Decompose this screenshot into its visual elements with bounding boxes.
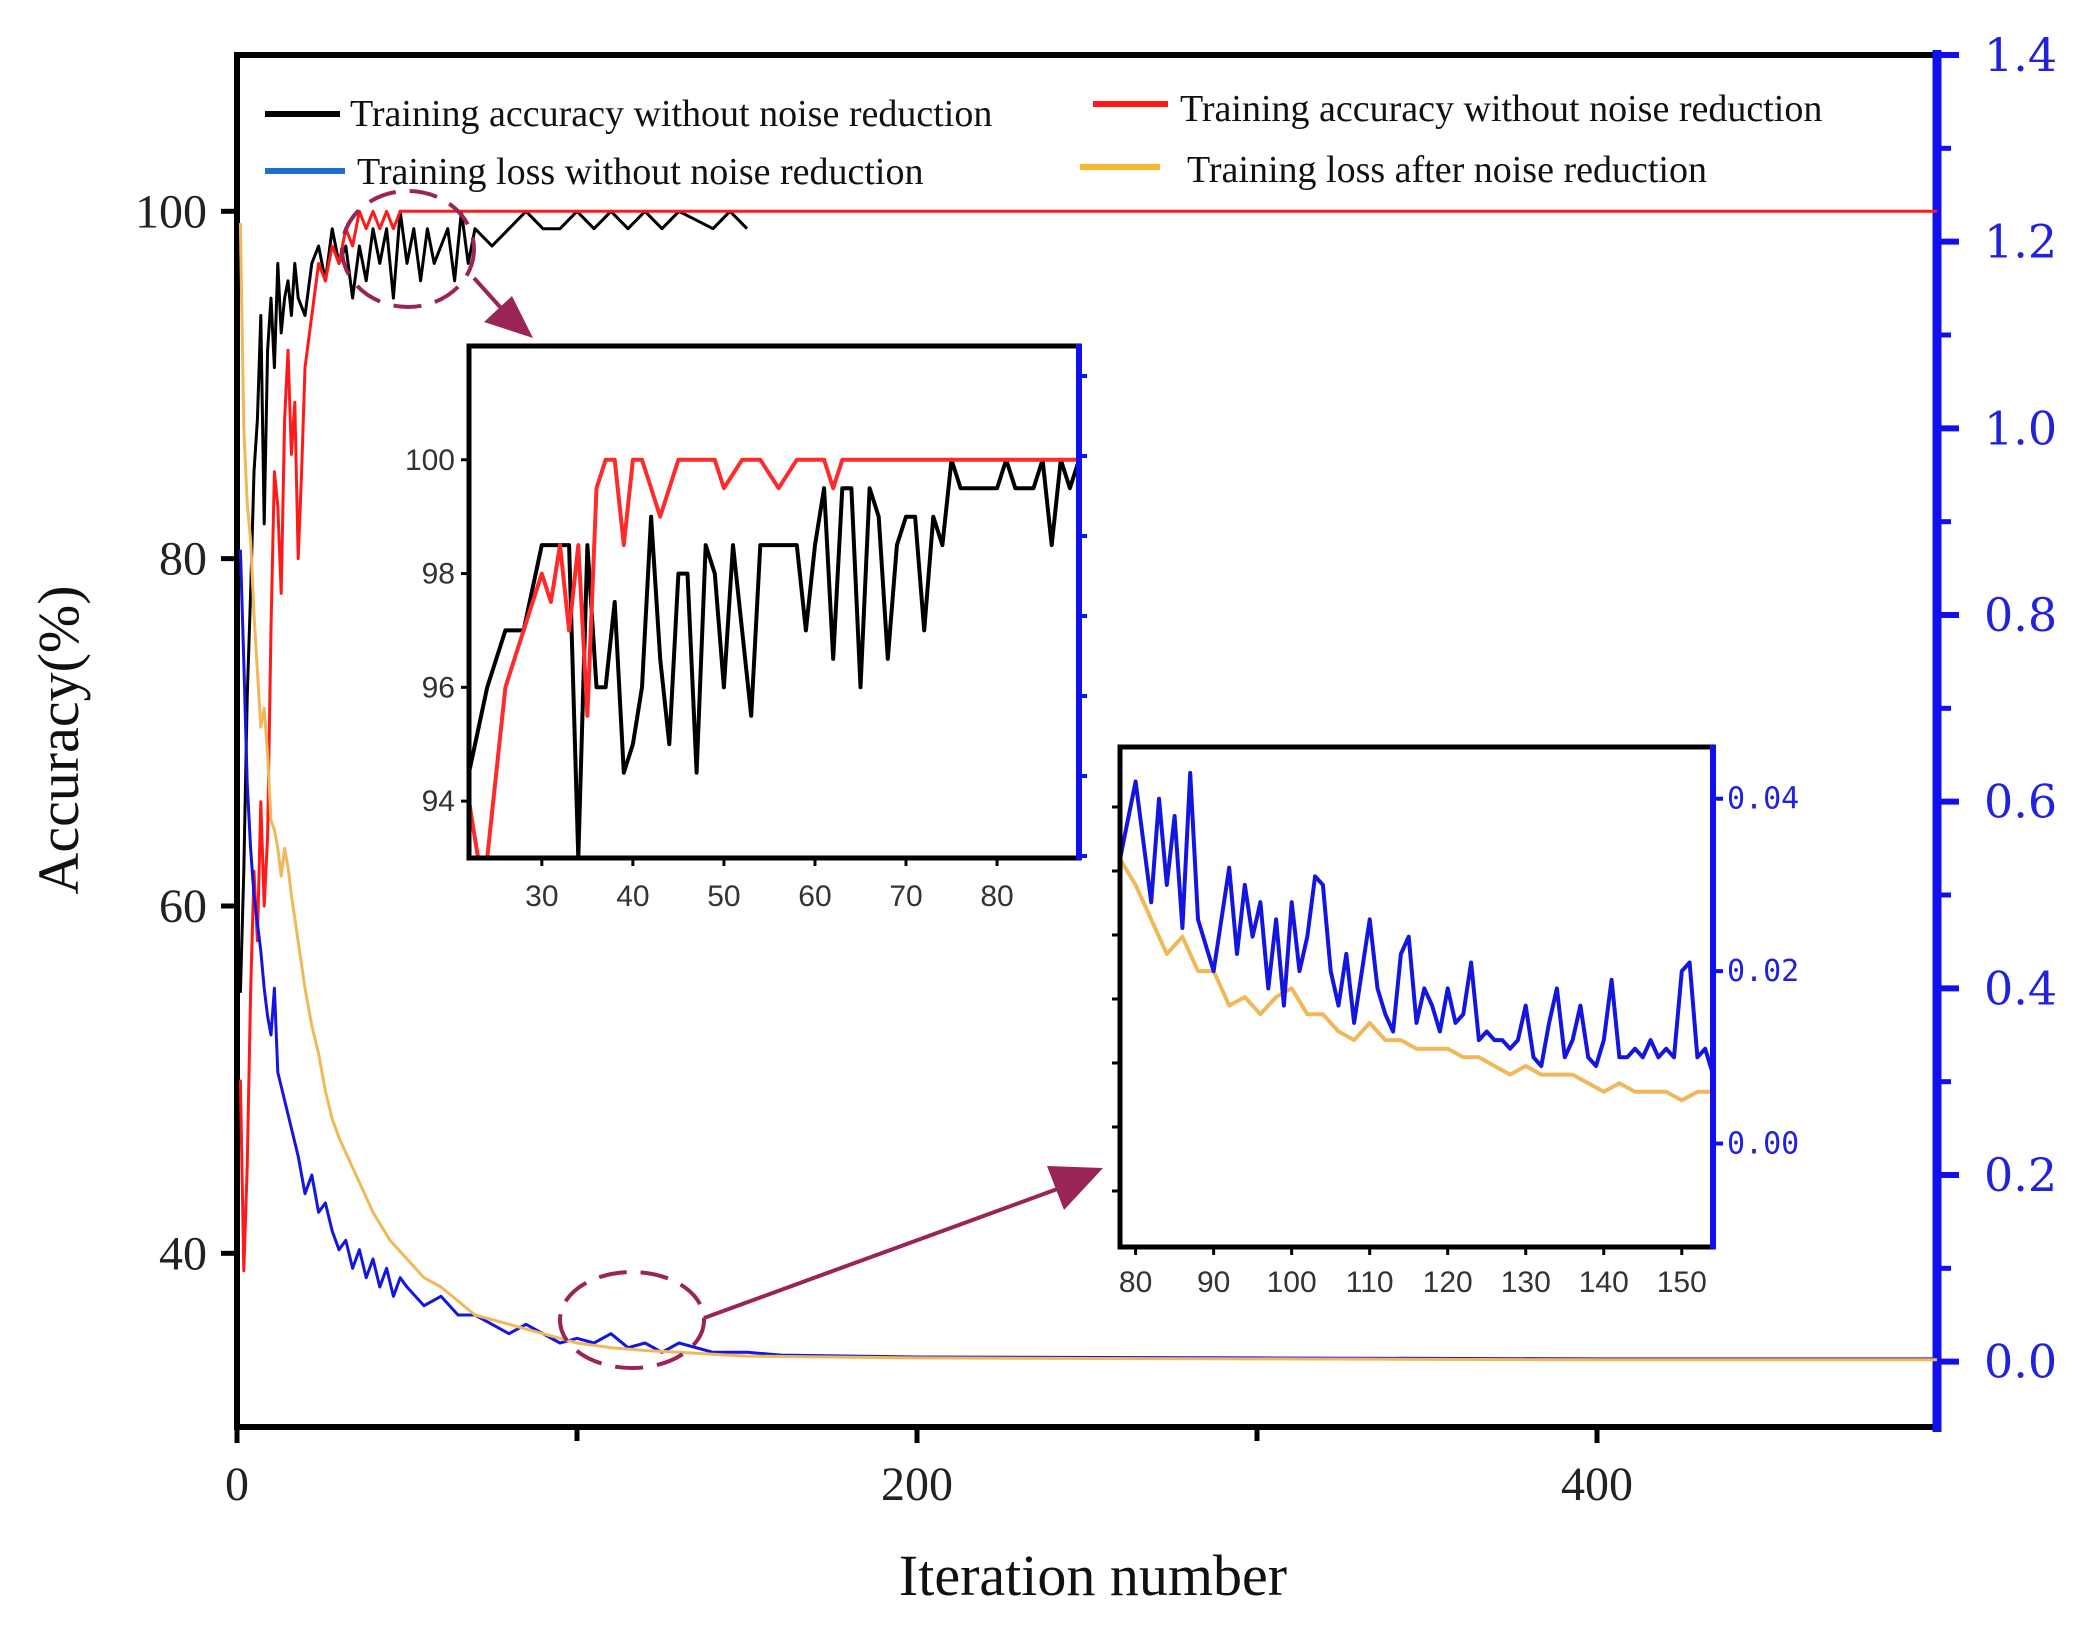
- main-ticks-group: 0 200 400 40 60 80 100 0.0 0.2 0.4 0.6 0.8 1.0 1.2 1.4: [135, 28, 2057, 1511]
- inset-loss-x-label: 150: [1657, 1266, 1707, 1299]
- inset-loss-right-label: 0.02: [1727, 954, 1799, 989]
- inset-loss-right-label: 0.00: [1727, 1127, 1799, 1162]
- inset-loss-line-blue: [1120, 770, 1713, 1076]
- y-right-tick-label: 0.4: [1984, 961, 2057, 1015]
- inset-accuracy: 30 40 50 60 70 80 94 96 98 100: [405, 343, 1087, 913]
- y-left-tick-label: 80: [159, 533, 207, 586]
- y-right-tick-label: 0.2: [1984, 1148, 2057, 1202]
- zoom-arrow-loss-head: [1047, 1166, 1103, 1210]
- inset-loss: 80 90 100 110 120 130 140 150 0.00 0.02 0.04: [1112, 744, 1799, 1299]
- inset-accuracy-bg: [469, 346, 1079, 858]
- x-tick-label: 200: [881, 1458, 953, 1511]
- inset-accuracy-series: [469, 457, 1079, 858]
- inset-accuracy-x-label: 40: [616, 880, 649, 913]
- y-axis-title: Accuracy(%): [26, 585, 91, 894]
- inset-loss-line-orange: [1120, 858, 1713, 1103]
- inset-accuracy-y-label: 100: [405, 444, 455, 477]
- inset-loss-x-label: 140: [1579, 1266, 1629, 1299]
- main-series-line-1: [238, 209, 1937, 1273]
- inset-loss-x-label: 110: [1346, 1266, 1394, 1299]
- inset-accuracy-y-label: 94: [422, 785, 455, 818]
- inset-accuracy-ticks: 30 40 50 60 70 80 94 96 98 100: [405, 374, 1087, 913]
- y-right-tick-label: 0.8: [1984, 588, 2057, 642]
- inset-loss-x-label: 130: [1501, 1266, 1551, 1299]
- inset-loss-right-label: 0.04: [1727, 782, 1799, 817]
- inset-loss-x-label: 120: [1423, 1266, 1473, 1299]
- inset-loss-x-label: 90: [1197, 1266, 1230, 1299]
- zoom-annotations: [340, 189, 1103, 1370]
- y-right-tick-label: 0.6: [1984, 775, 2057, 829]
- legend-label-orange: Training loss after noise reduction: [1187, 149, 1707, 191]
- inset-loss-series: [1120, 770, 1713, 1103]
- y-right-tick-label: 0.0: [1984, 1335, 2057, 1389]
- y-left-tick-label: 40: [159, 1227, 207, 1280]
- inset-accuracy-x-label: 50: [707, 880, 740, 913]
- inset-accuracy-x-label: 30: [525, 880, 558, 913]
- main-series-line-3: [238, 222, 1937, 1362]
- zoom-arrow-accuracy-head: [484, 296, 533, 338]
- inset-loss-ticks: 80 90 100 110 120 130 140 150 0.00 0.02 0.04: [1112, 782, 1799, 1299]
- inset-accuracy-y-label: 98: [422, 558, 455, 591]
- inset-accuracy-x-label: 70: [889, 880, 922, 913]
- y-left-tick-label: 100: [135, 185, 207, 238]
- zoom-ellipse-loss: [558, 1270, 706, 1370]
- inset-accuracy-line-black: [469, 457, 1079, 858]
- y-right-tick-label: 1.4: [1984, 28, 2057, 82]
- legend-label-red: Training accuracy without noise reductio…: [1180, 88, 1822, 130]
- zoom-arrow-loss-shaft: [703, 1186, 1061, 1320]
- x-tick-label: 0: [225, 1458, 249, 1511]
- main-series-line-2: [238, 549, 1937, 1361]
- inset-accuracy-x-label: 60: [798, 880, 831, 913]
- legend-label-blue: Training loss without noise reduction: [357, 151, 923, 193]
- inset-accuracy-y-label: 96: [422, 671, 455, 704]
- inset-loss-x-label: 80: [1119, 1266, 1152, 1299]
- legend-label-black: Training accuracy without noise reductio…: [350, 93, 992, 135]
- inset-accuracy-line-red: [469, 457, 1079, 858]
- x-axis-title: Iteration number: [899, 1543, 1287, 1608]
- inset-loss-x-label: 100: [1267, 1266, 1317, 1299]
- y-left-tick-label: 60: [159, 880, 207, 933]
- inset-loss-bg: [1120, 747, 1713, 1247]
- x-tick-label: 400: [1561, 1458, 1633, 1511]
- legend: Training accuracy without noise reductio…: [265, 88, 1822, 193]
- zoom-ellipse-accuracy: [340, 189, 476, 309]
- y-right-tick-label: 1.0: [1984, 401, 2057, 455]
- main-series-line-0: [238, 209, 749, 993]
- main-series-group: [238, 209, 1937, 1362]
- main-plot-frame: [234, 50, 1942, 1432]
- y-right-tick-label: 1.2: [1984, 215, 2057, 269]
- inset-accuracy-x-label: 80: [980, 880, 1013, 913]
